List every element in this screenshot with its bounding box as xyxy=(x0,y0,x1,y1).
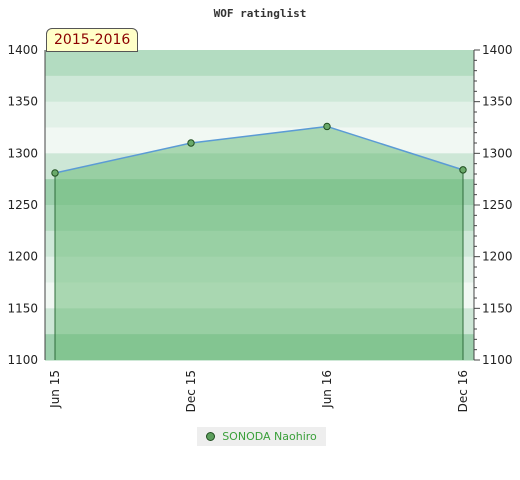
y-tick-label-right: 1100 xyxy=(482,353,513,367)
legend-marker-icon xyxy=(206,432,216,441)
y-tick-label-right: 1200 xyxy=(482,250,513,264)
y-tick-label-left: 1150 xyxy=(7,301,38,315)
series-area-layer xyxy=(54,126,464,360)
x-axis: Jun 15 Dec 15 Jun 16 Dec 16 xyxy=(48,370,470,412)
y-tick-label-left: 1100 xyxy=(7,353,38,367)
y-tick-label-right: 1250 xyxy=(482,198,513,212)
grid-band xyxy=(45,75,474,103)
y-tick-label-right: 1350 xyxy=(482,95,513,109)
x-tick-label: Dec 15 xyxy=(184,370,198,412)
y-tick-label-left: 1400 xyxy=(7,43,38,57)
y-tick-label-left: 1300 xyxy=(7,146,38,160)
y-tick-label-left: 1200 xyxy=(7,250,38,264)
left-y-axis: 1100 1150 1200 1250 1300 1350 1400 xyxy=(7,43,46,367)
y-tick-label-right: 1400 xyxy=(482,43,513,57)
data-point[interactable] xyxy=(51,169,59,177)
right-y-axis: 1100 1150 1200 1250 1300 1350 1400 xyxy=(473,43,513,367)
series-line xyxy=(54,125,464,174)
y-tick-label-right: 1150 xyxy=(482,301,513,315)
data-point[interactable] xyxy=(187,139,195,147)
legend-series-name: SONODA Naohiro xyxy=(222,430,317,443)
grid-band xyxy=(45,50,474,77)
y-tick-label-right: 1300 xyxy=(482,146,513,160)
x-tick-label: Jun 16 xyxy=(320,370,334,409)
legend[interactable]: SONODA Naohiro xyxy=(197,427,326,446)
y-tick-label-left: 1250 xyxy=(7,198,38,212)
x-tick-label: Jun 15 xyxy=(48,370,62,409)
y-tick-label-left: 1350 xyxy=(7,95,38,109)
data-point[interactable] xyxy=(323,122,331,131)
grid-band xyxy=(45,101,474,128)
series-line-layer xyxy=(54,125,464,174)
data-points xyxy=(51,122,467,177)
data-point[interactable] xyxy=(459,166,467,174)
chart-title: WOF ratinglist xyxy=(214,7,307,20)
season-label: 2015-2016 xyxy=(46,28,139,52)
x-tick-label: Dec 16 xyxy=(456,370,470,412)
series-area xyxy=(55,126,463,360)
